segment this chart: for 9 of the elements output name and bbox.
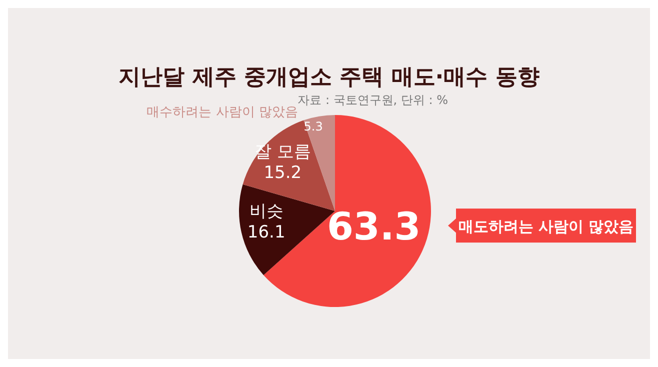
data-label: 63.3 <box>326 204 421 249</box>
slice-label: 매수하려는 사람이 많았음 <box>146 105 298 120</box>
data-label: 16.1 <box>247 222 286 243</box>
slice-label: 비슷 <box>249 202 284 222</box>
legend-label: 매도하려는 사람이 많았음 <box>458 218 634 236</box>
data-label: 15.2 <box>264 163 302 184</box>
chart-subtitle: 자료 : 국토연구원, 단위 : % <box>297 92 448 109</box>
chart-title: 지난달 제주 중개업소 주택 매도·매수 동향 <box>118 64 540 92</box>
slice-label: 잘 모름 <box>254 142 311 162</box>
